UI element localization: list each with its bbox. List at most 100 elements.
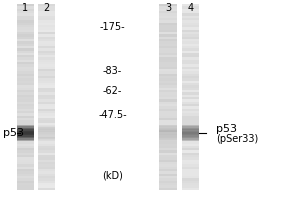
Bar: [182, 9, 199, 11]
Bar: [38, 34, 55, 37]
Bar: [159, 125, 177, 127]
Bar: [17, 153, 34, 155]
Bar: [38, 27, 55, 30]
Bar: [182, 132, 199, 134]
Bar: [159, 174, 177, 176]
Bar: [159, 4, 177, 190]
Bar: [159, 102, 177, 104]
Bar: [17, 74, 34, 76]
Bar: [38, 102, 55, 104]
Bar: [38, 183, 55, 185]
Bar: [159, 137, 177, 138]
Bar: [159, 127, 177, 130]
Bar: [159, 128, 177, 129]
Bar: [159, 39, 177, 41]
Bar: [182, 88, 199, 90]
Bar: [17, 32, 34, 34]
Bar: [38, 11, 55, 13]
Bar: [38, 137, 55, 138]
Text: p53: p53: [3, 128, 24, 138]
Bar: [182, 167, 199, 169]
Text: -83-: -83-: [103, 66, 122, 76]
Bar: [17, 16, 34, 18]
Text: -62-: -62-: [103, 86, 122, 96]
Bar: [182, 123, 199, 125]
Bar: [38, 97, 55, 99]
Bar: [17, 164, 34, 167]
Bar: [159, 126, 177, 128]
Bar: [182, 102, 199, 104]
Bar: [17, 60, 34, 62]
Bar: [182, 34, 199, 37]
Bar: [182, 104, 199, 106]
Bar: [182, 125, 199, 127]
Bar: [159, 178, 177, 181]
Bar: [159, 9, 177, 11]
Bar: [182, 109, 199, 111]
Bar: [182, 46, 199, 48]
Bar: [38, 118, 55, 120]
Bar: [159, 135, 177, 137]
Bar: [159, 167, 177, 169]
Bar: [38, 85, 55, 88]
Bar: [182, 57, 199, 60]
Bar: [17, 55, 34, 57]
Bar: [159, 81, 177, 83]
Bar: [182, 160, 199, 162]
Bar: [17, 157, 34, 160]
Bar: [17, 120, 34, 123]
Bar: [159, 32, 177, 34]
Bar: [17, 118, 34, 120]
Bar: [182, 106, 199, 109]
Bar: [38, 125, 55, 127]
Bar: [159, 134, 177, 135]
Bar: [17, 76, 34, 78]
Bar: [38, 134, 55, 137]
Bar: [38, 134, 55, 135]
Bar: [38, 39, 55, 41]
Bar: [38, 138, 55, 140]
Bar: [182, 23, 199, 25]
Bar: [159, 111, 177, 113]
Bar: [159, 6, 177, 9]
Bar: [17, 125, 34, 126]
Bar: [17, 62, 34, 64]
Bar: [182, 37, 199, 39]
Bar: [182, 135, 199, 137]
Bar: [182, 132, 199, 134]
Bar: [38, 129, 55, 131]
Bar: [17, 48, 34, 51]
Bar: [182, 16, 199, 18]
Bar: [182, 41, 199, 44]
Bar: [17, 188, 34, 190]
Bar: [159, 83, 177, 85]
Bar: [38, 176, 55, 178]
Bar: [38, 88, 55, 90]
Bar: [38, 99, 55, 102]
Bar: [182, 50, 199, 53]
Bar: [182, 25, 199, 27]
Bar: [17, 37, 34, 39]
Bar: [38, 62, 55, 64]
Bar: [38, 169, 55, 171]
Bar: [159, 109, 177, 111]
Bar: [182, 62, 199, 64]
Bar: [38, 188, 55, 190]
Bar: [17, 34, 34, 37]
Bar: [159, 46, 177, 48]
Bar: [17, 138, 34, 140]
Bar: [182, 129, 199, 131]
Bar: [182, 6, 199, 9]
Bar: [182, 92, 199, 95]
Bar: [182, 30, 199, 32]
Bar: [38, 37, 55, 39]
Bar: [182, 97, 199, 99]
Bar: [17, 148, 34, 150]
Bar: [17, 150, 34, 153]
Bar: [38, 71, 55, 74]
Bar: [159, 155, 177, 157]
Bar: [182, 174, 199, 176]
Bar: [17, 11, 34, 13]
Bar: [182, 81, 199, 83]
Bar: [38, 126, 55, 128]
